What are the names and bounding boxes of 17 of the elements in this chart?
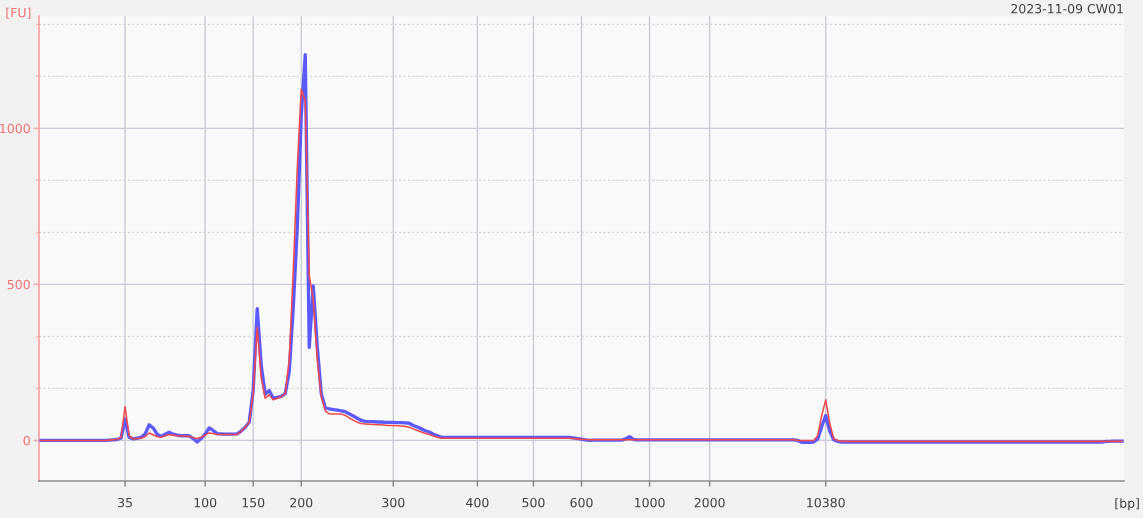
y-axis-title: [FU] [6, 7, 31, 19]
chart-title: 2023-11-09 CW01 [1011, 3, 1123, 14]
x-tick-label: 600 [570, 497, 593, 508]
x-tick-label: 300 [382, 497, 405, 508]
x-tick-label: 10380 [807, 497, 845, 508]
y-tick-label: 1000 [0, 123, 30, 134]
x-tick-label: 100 [194, 497, 217, 508]
x-tick-label: 150 [242, 497, 265, 508]
x-axis-title: [bp] [1115, 498, 1139, 511]
x-tick-label: 400 [466, 497, 489, 508]
y-tick-label: 0 [23, 435, 30, 446]
x-tick-label: 500 [522, 497, 545, 508]
y-tick-label: 500 [7, 279, 30, 290]
x-tick-label: 2000 [694, 497, 725, 508]
x-tick-label: 35 [118, 497, 132, 508]
x-tick-label: 200 [290, 497, 313, 508]
x-tick-label: 1000 [635, 497, 665, 508]
